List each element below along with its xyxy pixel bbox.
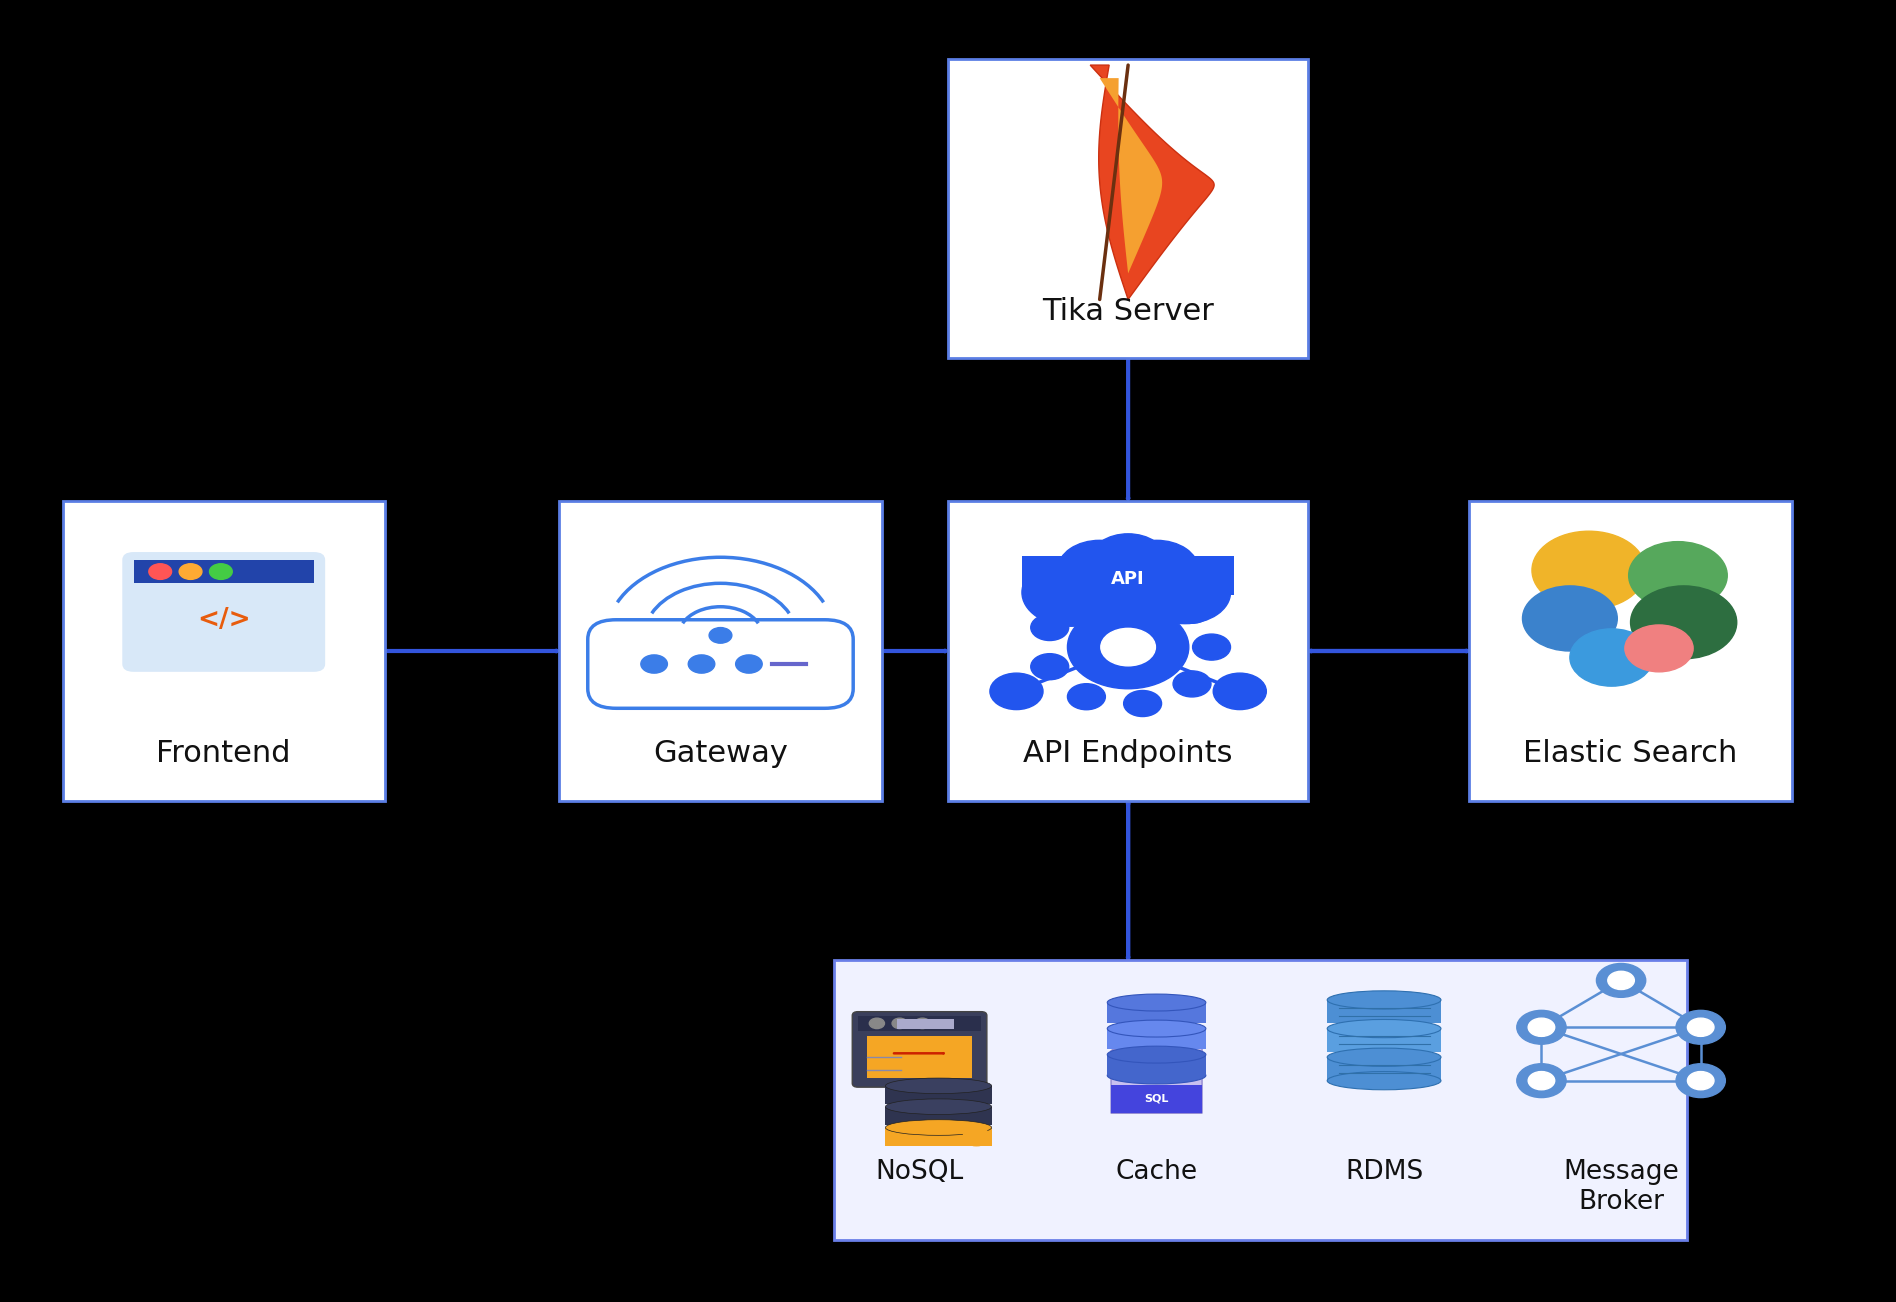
Circle shape [1067, 684, 1105, 710]
Ellipse shape [1107, 1021, 1206, 1036]
Circle shape [1102, 540, 1155, 577]
Ellipse shape [1327, 991, 1441, 1009]
FancyBboxPatch shape [121, 552, 326, 672]
Bar [1111, 1085, 1202, 1113]
Circle shape [1532, 531, 1646, 609]
Circle shape [990, 673, 1043, 710]
FancyBboxPatch shape [588, 620, 853, 708]
Bar [868, 1036, 973, 1078]
Ellipse shape [885, 1120, 992, 1135]
Bar [1107, 1029, 1206, 1049]
Bar [1107, 1055, 1206, 1075]
Circle shape [1174, 671, 1212, 697]
Polygon shape [1100, 78, 1162, 273]
Text: </>: </> [197, 607, 250, 633]
Text: API: API [1111, 570, 1145, 589]
Circle shape [1115, 540, 1198, 598]
FancyBboxPatch shape [1469, 501, 1792, 801]
Circle shape [1067, 605, 1189, 689]
Circle shape [1528, 1018, 1555, 1036]
Polygon shape [1111, 1032, 1202, 1113]
Circle shape [1174, 598, 1212, 624]
Circle shape [1031, 615, 1069, 641]
Circle shape [1022, 559, 1121, 626]
Circle shape [1075, 556, 1181, 629]
Ellipse shape [1327, 1019, 1441, 1038]
Circle shape [868, 1018, 884, 1029]
Bar [885, 1107, 992, 1125]
Text: Message
Broker: Message Broker [1562, 1159, 1680, 1215]
Circle shape [1687, 1072, 1714, 1090]
Circle shape [1139, 561, 1231, 624]
Text: RDMS: RDMS [1344, 1159, 1424, 1185]
Text: Elastic Search: Elastic Search [1522, 740, 1739, 768]
Circle shape [1102, 629, 1155, 665]
FancyBboxPatch shape [834, 961, 1687, 1240]
Circle shape [916, 1018, 931, 1029]
Ellipse shape [885, 1078, 992, 1094]
Ellipse shape [1107, 1068, 1206, 1083]
Polygon shape [1111, 1032, 1138, 1051]
Bar [1107, 1003, 1206, 1023]
Bar [885, 1086, 992, 1104]
Circle shape [1631, 586, 1737, 659]
Circle shape [736, 655, 762, 673]
Text: Frontend: Frontend [157, 740, 290, 768]
Circle shape [1570, 629, 1653, 686]
FancyBboxPatch shape [948, 59, 1308, 358]
Bar [897, 1019, 954, 1029]
Circle shape [1124, 690, 1162, 716]
FancyBboxPatch shape [63, 501, 385, 801]
Text: Tika Server: Tika Server [1043, 297, 1213, 326]
Ellipse shape [885, 1099, 992, 1115]
Circle shape [1031, 654, 1069, 680]
Circle shape [1687, 1018, 1714, 1036]
Text: API Endpoints: API Endpoints [1024, 740, 1232, 768]
Circle shape [178, 564, 201, 579]
Bar [1327, 1000, 1441, 1023]
Circle shape [1067, 585, 1105, 611]
Circle shape [1193, 634, 1231, 660]
Polygon shape [1090, 65, 1213, 299]
Bar [1327, 1029, 1441, 1052]
Circle shape [1213, 673, 1267, 710]
Circle shape [1596, 963, 1646, 997]
Text: SQL: SQL [1145, 1094, 1168, 1104]
Text: Cache: Cache [1115, 1159, 1198, 1185]
Circle shape [1124, 578, 1162, 604]
Circle shape [209, 564, 231, 579]
Bar [857, 1016, 982, 1031]
Circle shape [1625, 625, 1693, 672]
Circle shape [1629, 542, 1727, 609]
Bar [885, 1128, 992, 1146]
Circle shape [1058, 540, 1141, 598]
Circle shape [1090, 534, 1166, 586]
FancyBboxPatch shape [559, 501, 882, 801]
Circle shape [709, 628, 732, 643]
Circle shape [1522, 586, 1617, 651]
Circle shape [688, 655, 715, 673]
Circle shape [893, 1018, 906, 1029]
Circle shape [1676, 1010, 1725, 1044]
Circle shape [148, 564, 173, 579]
Ellipse shape [1327, 1048, 1441, 1066]
Circle shape [963, 1128, 990, 1146]
Circle shape [1517, 1010, 1566, 1044]
Ellipse shape [1107, 1047, 1206, 1062]
FancyBboxPatch shape [853, 1012, 986, 1087]
Bar [1327, 1057, 1441, 1081]
Circle shape [1676, 1064, 1725, 1098]
Bar [1022, 556, 1234, 595]
Text: Gateway: Gateway [652, 740, 789, 768]
Circle shape [641, 655, 667, 673]
Ellipse shape [1327, 1072, 1441, 1090]
Circle shape [1528, 1072, 1555, 1090]
Ellipse shape [1107, 995, 1206, 1010]
FancyBboxPatch shape [948, 501, 1308, 801]
Bar [133, 560, 313, 583]
Text: NoSQL: NoSQL [876, 1159, 963, 1185]
Circle shape [1608, 971, 1634, 990]
Circle shape [1517, 1064, 1566, 1098]
